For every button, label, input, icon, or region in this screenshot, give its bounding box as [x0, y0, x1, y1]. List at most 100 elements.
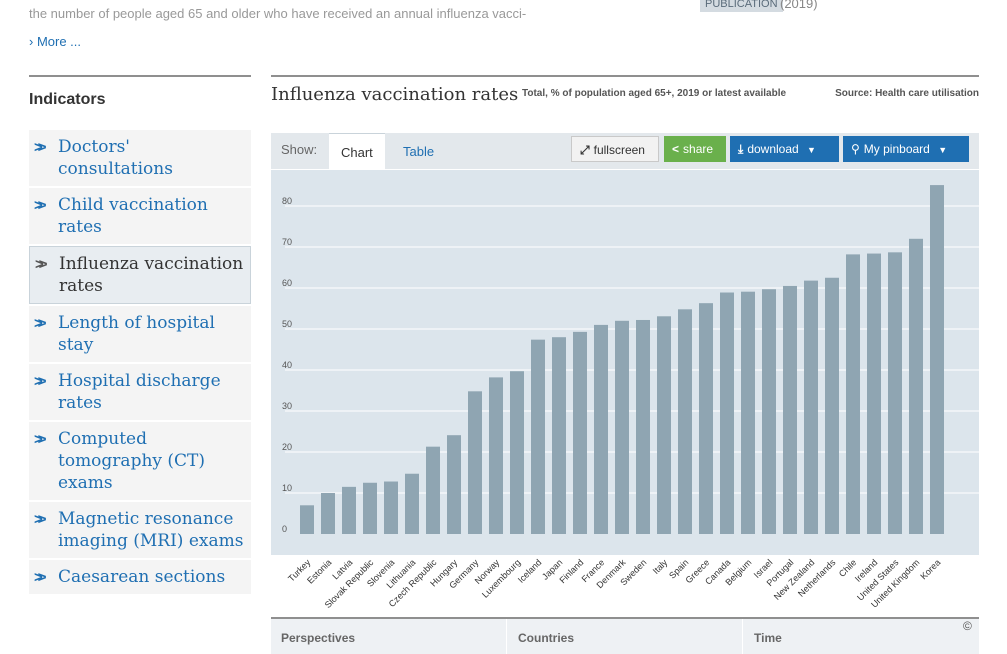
bar-slovenia[interactable]	[384, 481, 398, 534]
tab-table[interactable]: Table	[403, 144, 435, 159]
perspectives-section[interactable]: Perspectives	[271, 619, 507, 654]
indicator-panel: Influenza vaccination rates Total, % of …	[271, 75, 979, 654]
bar-ireland[interactable]	[867, 253, 881, 534]
chevron-down-icon: ▼	[807, 145, 816, 155]
indicator-label: Length of hospital stay	[58, 313, 215, 355]
bar-luxembourg[interactable]	[510, 371, 524, 534]
bar-chart: 0 10 20 30 40 50 60 70 80	[282, 185, 979, 535]
fullscreen-label: fullscreen	[593, 143, 645, 157]
indicator-caesarean-sections[interactable]: >> Caesarean sections	[29, 560, 251, 594]
chart-source[interactable]: Source: Health care utilisation	[835, 88, 979, 99]
bar-turkey[interactable]	[300, 505, 314, 534]
time-section[interactable]: Time	[754, 631, 782, 645]
sidebar-title: Indicators	[29, 75, 251, 130]
tab-chart[interactable]: Chart	[329, 133, 385, 169]
bar-new-zealand[interactable]	[804, 280, 818, 534]
bar-italy[interactable]	[657, 316, 671, 534]
y-tick-label: 60	[282, 278, 292, 288]
expand-icon: ⤢	[580, 143, 590, 157]
y-tick-label: 0	[282, 524, 287, 534]
bar-lithuania[interactable]	[405, 473, 419, 534]
copyright-icon[interactable]: ©	[963, 619, 972, 633]
more-link[interactable]: › More ...	[29, 34, 82, 49]
indicator-ct-exams[interactable]: >> Computed tomography (CT) exams	[29, 422, 251, 500]
double-chevron-icon: >>	[35, 256, 47, 273]
double-chevron-icon: >>	[34, 197, 46, 214]
publication-year: (2019)	[780, 0, 818, 11]
chevron-down-icon: ▼	[938, 145, 948, 155]
bar-germany[interactable]	[468, 391, 482, 534]
bar-chile[interactable]	[846, 254, 860, 534]
bar-netherlands[interactable]	[825, 277, 839, 534]
double-chevron-icon: >>	[34, 431, 46, 448]
indicator-label: Doctors' consultations	[58, 137, 173, 179]
double-chevron-icon: >>	[34, 373, 46, 390]
show-label: Show:	[281, 142, 318, 157]
download-icon: ⤓	[738, 142, 744, 156]
download-button[interactable]: ⤓ download ▼	[730, 136, 839, 162]
double-chevron-icon: >>	[34, 139, 46, 156]
bar-united-kingdom[interactable]	[909, 238, 923, 535]
bar-latvia[interactable]	[342, 486, 356, 534]
bar-estonia[interactable]	[321, 493, 335, 534]
double-chevron-icon: >>	[34, 511, 46, 528]
bar-norway[interactable]	[489, 377, 503, 534]
indicator-label: Magnetic resonance imaging (MRI) exams	[58, 509, 244, 551]
bar-greece[interactable]	[699, 303, 713, 534]
publication-badge[interactable]: PUBLICATION	[700, 0, 783, 12]
bar-france[interactable]	[594, 324, 608, 534]
bar-israel[interactable]	[762, 289, 776, 534]
indicators-sidebar: Indicators >> Doctors' consultations >> …	[29, 75, 251, 596]
pinboard-button[interactable]: ⚲ My pinboard ▼	[843, 136, 969, 162]
bar-belgium[interactable]	[741, 291, 755, 534]
indicator-doctors-consultations[interactable]: >> Doctors' consultations	[29, 130, 251, 186]
bar-portugal[interactable]	[783, 285, 797, 534]
indicator-label: Child vaccination rates	[58, 195, 208, 237]
bar-hungary[interactable]	[447, 435, 461, 534]
bar-denmark[interactable]	[615, 320, 629, 534]
indicator-child-vaccination[interactable]: >> Child vaccination rates	[29, 188, 251, 244]
indicator-label: Computed tomography (CT) exams	[58, 429, 206, 493]
pin-icon: ⚲	[851, 142, 860, 156]
y-tick-label: 70	[282, 237, 292, 247]
pinboard-label: My pinboard	[863, 142, 930, 156]
bar-iceland[interactable]	[531, 339, 545, 534]
intro-text: the number of people aged 65 and older w…	[29, 6, 527, 21]
indicator-hospital-discharge[interactable]: >> Hospital discharge rates	[29, 364, 251, 420]
panel-header: Influenza vaccination rates Total, % of …	[271, 75, 979, 133]
fullscreen-button[interactable]: ⤢ fullscreen	[571, 136, 659, 162]
chart-area: 0 10 20 30 40 50 60 70 80	[271, 170, 979, 555]
indicator-label: Influenza vaccination rates	[59, 254, 244, 296]
x-tick-label: Iceland	[516, 557, 544, 585]
bar-canada[interactable]	[720, 292, 734, 534]
page-title: Influenza vaccination rates	[271, 84, 519, 105]
download-label: download	[747, 142, 799, 156]
bar-spain[interactable]	[678, 309, 692, 534]
chart-toolbar: Show: Chart Table ⤢ fullscreen < share ⤓ do…	[271, 133, 979, 169]
bar-japan[interactable]	[552, 337, 566, 534]
bar-united-states[interactable]	[888, 252, 902, 534]
bar-sweden[interactable]	[636, 319, 650, 534]
y-tick-label: 50	[282, 319, 292, 329]
indicator-length-of-stay[interactable]: >> Length of hospital stay	[29, 306, 251, 362]
indicator-label: Hospital discharge rates	[58, 371, 221, 413]
y-tick-label: 80	[282, 196, 292, 206]
double-chevron-icon: >>	[34, 315, 46, 332]
bar-finland[interactable]	[573, 331, 587, 534]
x-tick-label: Finland	[557, 557, 585, 585]
bottom-bar: Perspectives Countries Time	[271, 617, 979, 654]
countries-section[interactable]: Countries	[508, 619, 743, 654]
indicator-label: Caesarean sections	[58, 567, 226, 587]
bar-korea[interactable]	[930, 185, 944, 534]
share-label: share	[683, 142, 714, 156]
double-chevron-icon: >>	[34, 569, 46, 586]
y-tick-label: 20	[282, 442, 292, 452]
bar-czech-republic[interactable]	[426, 446, 440, 534]
y-tick-label: 30	[282, 401, 292, 411]
share-button[interactable]: < share	[664, 136, 726, 162]
chart-subtitle: Total, % of population aged 65+, 2019 or…	[522, 88, 787, 99]
indicator-influenza-vaccination[interactable]: >> Influenza vaccination rates	[29, 246, 251, 304]
indicator-mri-exams[interactable]: >> Magnetic resonance imaging (MRI) exam…	[29, 502, 251, 558]
bar-slovak-republic[interactable]	[363, 482, 377, 534]
